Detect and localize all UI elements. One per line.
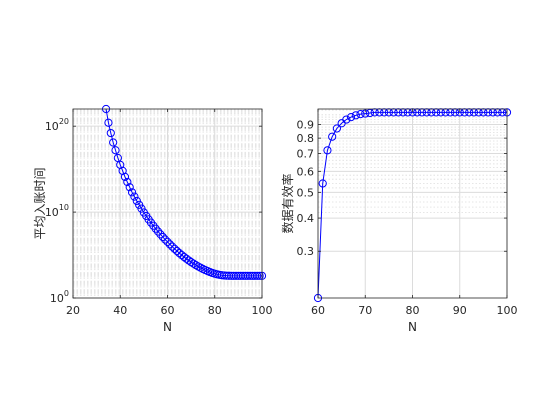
series-line: [105, 108, 262, 277]
data-point: [158, 232, 167, 242]
data-point: [120, 172, 130, 181]
data-point: [165, 240, 174, 249]
y-tick-label: 1010: [45, 203, 69, 219]
data-point: [356, 110, 365, 119]
y-tick-exponent: 10: [59, 203, 69, 212]
data-point: [255, 271, 264, 280]
data-point: [109, 138, 118, 147]
x-tick-label: 80: [406, 304, 420, 317]
x-tick-label: 40: [113, 304, 127, 317]
y-axis-label: 平均入账时间: [33, 167, 47, 239]
x-tick-label: 100: [497, 304, 518, 317]
data-point: [189, 259, 198, 268]
data-point: [346, 113, 356, 122]
x-tick-label: 60: [311, 304, 325, 317]
data-point: [328, 132, 337, 141]
x-axis-label: N: [408, 320, 417, 334]
data-point: [106, 128, 115, 138]
y-tick-label: 0.8: [297, 132, 315, 145]
data-point: [163, 237, 172, 247]
y-tick-exponent: 20: [59, 117, 69, 126]
data-point: [111, 146, 120, 155]
y-tick-exponent: 0: [64, 289, 69, 298]
x-tick-label: 20: [66, 304, 80, 317]
y-tick-base: 10: [45, 206, 59, 219]
y-tick-base: 10: [45, 120, 59, 133]
data-point: [156, 230, 165, 239]
data-point: [191, 260, 200, 270]
data-point: [104, 118, 113, 127]
data-point: [351, 111, 360, 120]
data-point: [153, 227, 163, 236]
y-tick-label: 0.3: [297, 245, 315, 258]
y-tick-label: 0.9: [297, 119, 315, 132]
right-axes: 60 70 80 90 100 0.3 0.4 0.5 0.6 0.7 0.80.9 N 数据有效率: [280, 108, 518, 334]
data-point: [130, 192, 139, 201]
data-point: [123, 177, 132, 187]
data-point: [332, 124, 341, 133]
x-tick-label: 100: [252, 304, 273, 317]
data-point: [342, 115, 351, 124]
data-point: [172, 246, 182, 256]
x-tick-label: 60: [161, 304, 175, 317]
data-point: [161, 235, 170, 244]
y-tick-label: 0.5: [297, 186, 315, 199]
y-tick-label: 1020: [45, 117, 69, 133]
x-tick-label: 80: [208, 304, 222, 317]
data-point: [253, 271, 262, 280]
y-tick-base: 10: [50, 292, 64, 305]
data-point: [127, 188, 137, 197]
y-tick-label: 0.6: [297, 165, 315, 178]
x-axis-label: N: [163, 320, 172, 334]
data-point: [151, 224, 160, 233]
data-point: [168, 242, 177, 251]
x-tick-label: 70: [358, 304, 372, 317]
data-point: [323, 146, 332, 155]
data-point: [170, 244, 179, 253]
y-tick-label: 0.4: [297, 212, 315, 225]
x-tick-label: 90: [453, 304, 467, 317]
y-axis-label: 数据有效率: [280, 173, 295, 233]
data-point: [125, 183, 134, 192]
y-tick-label: 100: [50, 289, 69, 305]
data-point: [318, 179, 327, 188]
y-tick-label: 0.7: [297, 148, 315, 161]
